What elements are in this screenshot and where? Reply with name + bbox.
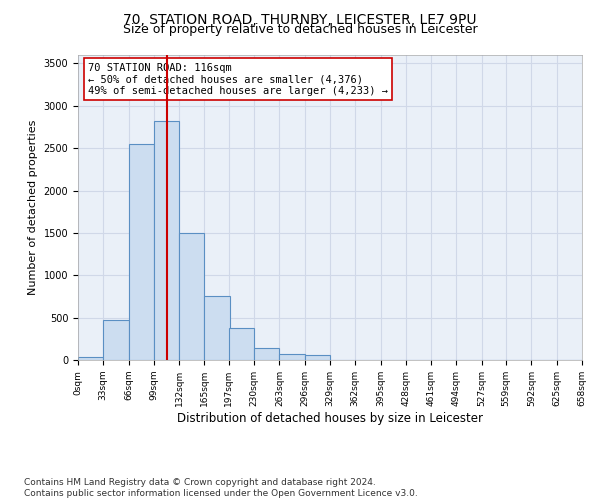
Bar	[229, 328, 254, 360]
Bar	[280, 354, 305, 360]
Text: 70 STATION ROAD: 116sqm
← 50% of detached houses are smaller (4,376)
49% of semi: 70 STATION ROAD: 116sqm ← 50% of detache…	[88, 62, 388, 96]
Bar	[103, 320, 128, 360]
Bar	[154, 121, 179, 360]
Text: Size of property relative to detached houses in Leicester: Size of property relative to detached ho…	[122, 22, 478, 36]
Text: 70, STATION ROAD, THURNBY, LEICESTER, LE7 9PU: 70, STATION ROAD, THURNBY, LEICESTER, LE…	[123, 12, 477, 26]
Bar	[305, 356, 330, 360]
Y-axis label: Number of detached properties: Number of detached properties	[28, 120, 38, 295]
Bar	[179, 233, 205, 360]
Text: Contains HM Land Registry data © Crown copyright and database right 2024.
Contai: Contains HM Land Registry data © Crown c…	[24, 478, 418, 498]
Bar	[128, 144, 154, 360]
X-axis label: Distribution of detached houses by size in Leicester: Distribution of detached houses by size …	[177, 412, 483, 424]
Bar	[254, 348, 280, 360]
Bar	[78, 358, 103, 360]
Bar	[205, 296, 230, 360]
